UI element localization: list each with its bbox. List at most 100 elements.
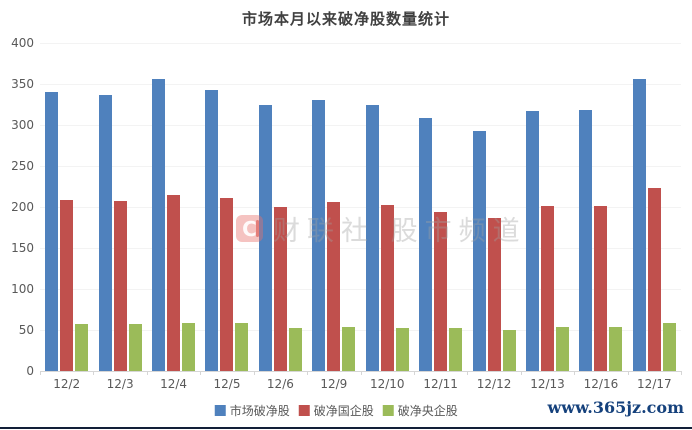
legend-label: 破净央企股 — [397, 403, 458, 418]
y-tick-label: 0 — [26, 364, 34, 378]
bar-group — [147, 43, 200, 371]
legend: 市场破净股 破净国企股 破净央企股 — [214, 402, 458, 419]
bar — [220, 197, 234, 371]
bar — [579, 110, 593, 371]
bar — [167, 194, 181, 371]
bar — [647, 188, 661, 371]
bar — [327, 202, 341, 371]
gridline — [40, 207, 681, 208]
axis-tick — [40, 371, 41, 375]
bar — [380, 205, 394, 371]
bar — [258, 104, 272, 371]
bar-group — [628, 43, 681, 371]
axis-tick — [93, 371, 95, 375]
bar-group — [93, 43, 146, 371]
bar-group — [361, 43, 414, 371]
bar-groups — [40, 43, 681, 371]
y-tick-label: 100 — [11, 282, 34, 296]
x-tick-label: 12/6 — [266, 377, 294, 391]
bar — [75, 324, 89, 371]
bar — [128, 324, 142, 371]
gridline — [40, 248, 681, 249]
axis-tick — [360, 371, 362, 375]
bar — [541, 206, 554, 371]
axis-tick — [520, 371, 522, 375]
axis-tick — [307, 371, 309, 375]
x-axis-labels: 12/2 12/3 12/4 12/5 12/6 12/9 12/10 12/11 12/12 1… — [40, 377, 681, 391]
bar — [434, 211, 448, 371]
bar — [449, 328, 463, 371]
legend-label: 破净国企股 — [313, 403, 374, 418]
legend-item: 市场破净股 — [214, 402, 290, 419]
gridline — [40, 289, 681, 290]
legend-swatch-icon — [298, 404, 310, 416]
x-tick-label: 12/10 — [369, 377, 405, 391]
y-tick-label: 200 — [11, 200, 34, 214]
bar — [45, 92, 59, 371]
bar — [609, 326, 623, 371]
bar — [502, 330, 516, 371]
axis-tick — [200, 371, 202, 375]
bar — [205, 89, 219, 371]
bar — [342, 326, 356, 371]
bar-group — [200, 43, 253, 371]
gridline — [40, 330, 681, 331]
bar — [594, 206, 608, 371]
x-tick-label: 12/2 — [53, 377, 81, 391]
x-tick-label: 12/9 — [320, 377, 348, 391]
bar — [98, 94, 112, 371]
bar-group — [467, 43, 520, 371]
website-link[interactable]: www.365jz.com — [547, 398, 684, 417]
y-tick-label: 400 — [11, 36, 34, 50]
y-tick-label: 250 — [11, 159, 34, 173]
legend-item: 破净央企股 — [382, 402, 458, 419]
x-tick-label: 12/12 — [476, 377, 512, 391]
bar — [152, 79, 166, 371]
axis-tick — [253, 371, 255, 375]
bar-group — [574, 43, 627, 371]
x-tick-label: 12/13 — [530, 377, 565, 391]
legend-label: 市场破净股 — [229, 403, 290, 418]
y-tick-label: 50 — [18, 323, 34, 337]
chart-title: 市场本月以来破净股数量统计 — [241, 10, 450, 28]
bar — [556, 326, 569, 371]
x-tick-label: 12/16 — [583, 377, 619, 391]
bar — [662, 322, 676, 371]
axis-tick — [574, 371, 576, 375]
axis-tick — [146, 371, 148, 375]
x-tick-label: 12/5 — [213, 377, 241, 391]
axis-tick — [627, 371, 629, 375]
bar — [526, 111, 539, 371]
x-tick-label: 12/17 — [637, 377, 672, 391]
x-tick-label: 12/11 — [423, 377, 458, 391]
bar-group — [307, 43, 360, 371]
bar — [182, 323, 196, 371]
gridline — [40, 84, 681, 85]
x-tick-label: 12/3 — [106, 377, 134, 391]
bar-group — [254, 43, 307, 371]
y-tick-label: 150 — [11, 241, 34, 255]
bar — [487, 218, 501, 371]
bar — [419, 118, 433, 371]
legend-item: 破净国企股 — [298, 402, 374, 419]
plot-area — [40, 43, 681, 372]
bottom-border-line — [0, 427, 692, 429]
gridline — [40, 166, 681, 167]
bar — [113, 201, 127, 371]
axis-tick — [681, 371, 682, 375]
gridline — [40, 43, 681, 44]
bar — [235, 323, 249, 371]
y-tick-label: 300 — [11, 118, 34, 132]
legend-swatch-icon — [382, 404, 394, 416]
x-tick-label: 12/4 — [160, 377, 188, 391]
gridline — [40, 125, 681, 126]
bar — [632, 79, 646, 371]
legend-swatch-icon — [214, 404, 226, 416]
y-tick-label: 350 — [11, 77, 34, 91]
axis-tick — [413, 371, 415, 375]
bar — [273, 207, 287, 371]
bar-group — [521, 43, 574, 371]
bar — [60, 200, 74, 371]
bar-group — [414, 43, 467, 371]
